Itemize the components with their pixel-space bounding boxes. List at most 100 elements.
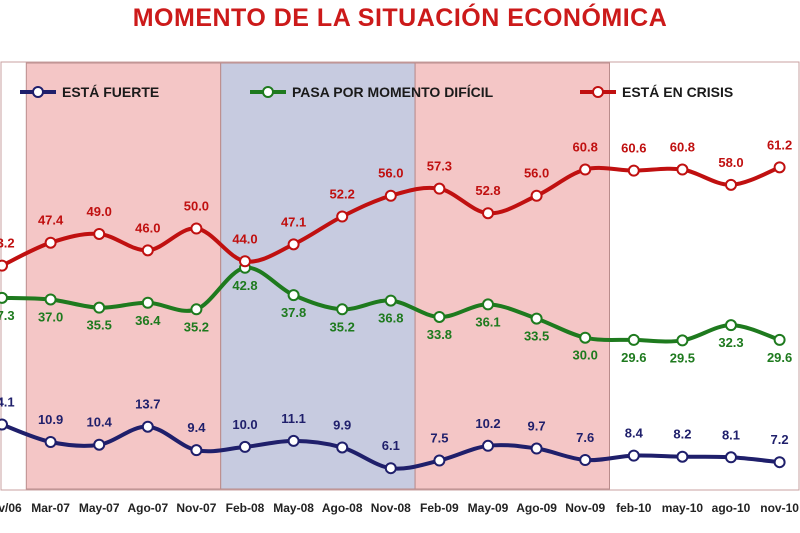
data-label: 57.3 [427,159,452,174]
x-tick-label: Feb-08 [226,501,265,515]
data-label: 10.2 [475,416,500,431]
legend-label: ESTÁ FUERTE [62,84,159,100]
x-tick-label: Nov-08 [371,501,411,515]
data-point [44,236,57,249]
data-label: 29.6 [621,350,646,365]
data-point [773,456,786,469]
data-point [676,163,689,176]
data-point [433,454,446,467]
data-label: 6.1 [382,438,400,453]
data-label: 37.3 [0,308,15,323]
data-point [725,451,737,464]
x-tick-label: may-10 [662,501,704,515]
data-label: 11.1 [281,411,306,426]
x-tick-label: Ago-08 [322,501,363,515]
x-tick-label: Ago-09 [516,501,557,515]
data-label: 43.2 [0,236,15,251]
legend-label: PASA POR MOMENTO DIFÍCIL [292,84,494,100]
data-label: 32.3 [718,335,743,350]
data-label: 56.0 [524,166,549,181]
data-point [141,420,154,433]
data-point [676,334,689,347]
data-label: 47.1 [281,214,306,229]
data-label: 42.8 [232,278,257,293]
data-point [384,294,397,307]
x-tick-label: nov-10 [760,501,799,515]
data-point [530,312,543,325]
data-label: 7.6 [576,430,594,445]
data-point [725,319,737,332]
legend-label: ESTÁ EN CRISIS [622,84,733,100]
data-label: 33.8 [427,327,452,342]
data-point [336,210,349,223]
data-point [0,291,8,304]
data-label: 14.1 [0,395,15,410]
data-point [433,182,446,195]
data-point [93,438,106,451]
legend-item-3: ESTÁ EN CRISIS [580,84,733,100]
data-point [773,161,786,174]
data-point [482,298,494,311]
x-tick-label: Mar-07 [31,501,70,515]
data-point [384,462,397,475]
legend-item-2: PASA POR MOMENTO DIFÍCIL [250,84,494,100]
shaded-period-1 [25,62,222,490]
data-point [579,163,592,176]
data-point [530,189,543,202]
data-label: 35.2 [330,319,355,334]
data-label: 49.0 [87,204,112,219]
data-label: 29.5 [670,350,695,365]
data-point [141,296,154,309]
data-point [239,255,251,268]
data-label: 8.1 [722,427,740,442]
data-label: 7.5 [430,431,448,446]
data-label: 10.0 [232,417,257,432]
data-point [44,435,57,448]
data-point [336,303,349,316]
data-label: 52.2 [330,186,355,201]
x-tick-label: May-09 [468,501,509,515]
data-label: 8.4 [625,426,644,441]
legend-marker [32,86,44,98]
data-point [773,333,786,346]
data-label: 50.0 [184,199,209,214]
data-point [0,259,8,272]
data-label: 37.8 [281,305,306,320]
data-point [627,333,640,346]
data-label: 30.0 [573,348,598,363]
x-tick-label: May-07 [79,501,120,515]
data-point [287,434,300,447]
x-tick-label: Nov-09 [565,501,605,515]
data-label: 52.8 [475,183,500,198]
x-tick-label: feb-10 [616,501,652,515]
data-label: 47.4 [38,213,64,228]
legend-item-1: ESTÁ FUERTE [20,84,159,100]
data-label: 36.4 [135,313,161,328]
data-label: 60.6 [621,141,646,156]
data-label: 36.1 [475,314,500,329]
x-tick-label: May-08 [273,501,314,515]
data-label: 46.0 [135,220,160,235]
data-point [433,310,446,323]
data-point [627,164,640,177]
data-point [530,442,543,455]
data-label: 35.2 [184,319,209,334]
data-label: 56.0 [378,166,403,181]
data-point [190,444,203,457]
data-label: 33.5 [524,329,549,344]
shaded-period-3 [414,62,610,490]
data-label: 60.8 [670,140,695,155]
x-tick-label: Nov/06 [0,501,22,515]
data-label: 13.7 [135,397,160,412]
data-point [141,244,154,257]
data-point [336,441,349,454]
data-point [0,418,8,431]
data-label: 36.8 [378,311,403,326]
data-label: 9.4 [187,420,206,435]
data-point [239,440,251,453]
legend-marker [592,86,604,98]
x-tick-label: Feb-09 [420,501,459,515]
data-point [287,238,300,251]
shaded-period-2 [220,62,416,490]
x-tick-label: Nov-07 [176,501,216,515]
